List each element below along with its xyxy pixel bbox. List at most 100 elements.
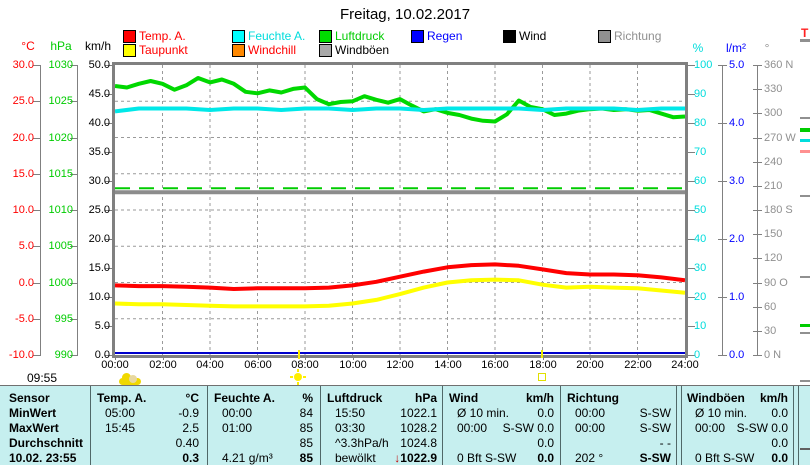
- axis-label-: 90: [694, 88, 707, 100]
- legend-swatch-temp-a: [123, 30, 136, 43]
- axis-tick: [688, 355, 695, 356]
- axis-tick: [688, 268, 695, 269]
- axis-tick: [753, 307, 762, 308]
- cell-value: 0.0: [537, 406, 554, 420]
- table-cell: 0.0: [449, 437, 554, 450]
- axis-tick: [105, 152, 112, 153]
- table-cell: 0.40: [97, 437, 199, 450]
- axis-label-: 30: [764, 325, 777, 337]
- legend-item-regen: Regen: [411, 30, 531, 43]
- sun-ray: [303, 376, 306, 378]
- axis-tick: [105, 65, 112, 66]
- axis-label-c: -10.0: [8, 349, 34, 361]
- table-background: [0, 385, 810, 465]
- axis-label-: 20: [694, 291, 707, 303]
- legend-swatch-feuchte-a: [232, 30, 245, 43]
- axis-label-: 30: [694, 262, 707, 274]
- x-axis-tick: [590, 355, 591, 360]
- cell-value: 0.0: [537, 436, 554, 450]
- axis-tick: [105, 239, 112, 240]
- axis-tick: [753, 186, 762, 187]
- legend-item-temp-a: Temp. A.: [123, 30, 243, 43]
- axis-tick: [33, 174, 41, 175]
- legend-swatch-luftdruck: [319, 30, 332, 43]
- axis-tick: [753, 162, 762, 163]
- legend-label: Windböen: [335, 43, 390, 57]
- axis-tick: [70, 355, 78, 356]
- axis-tick: [718, 65, 727, 66]
- table-column-header-richtung: Richtung: [567, 392, 671, 405]
- cell-text: 15:50: [335, 406, 366, 420]
- axis-label-: 240: [764, 156, 783, 168]
- series-feuchte-a: [114, 106, 685, 114]
- legend-swatch-regen: [411, 30, 424, 43]
- x-axis-label: 24:00: [671, 359, 699, 371]
- axis-label-km-h: 40.0: [88, 117, 110, 129]
- cell-value: 0.0: [537, 451, 554, 465]
- legend-swatch-wind: [503, 30, 516, 43]
- edge-fragment-dash: [800, 448, 810, 450]
- axis-label-: 50: [694, 204, 707, 216]
- axis-label-: 300: [764, 107, 783, 119]
- legend-item-luftdruck: Luftdruck: [319, 30, 439, 43]
- cell-text: 00:00: [575, 406, 606, 420]
- axis-tick: [70, 246, 78, 247]
- table-cell: 00:00 84: [214, 407, 313, 420]
- table-cell: Ø 10 min. 0.0: [449, 407, 554, 420]
- axis-label-l-m: 2.0: [729, 233, 745, 245]
- x-axis-tick: [495, 355, 496, 360]
- table-cell: Ø 10 min. 0.0: [687, 407, 788, 420]
- legend-item-windb-en: Windböen: [319, 44, 439, 57]
- table-cell: 05:00 -0.9: [97, 407, 199, 420]
- table-separator: [676, 386, 677, 465]
- axis-label-: 60: [694, 175, 707, 187]
- axis-tick: [753, 283, 762, 284]
- x-axis-tick: [400, 355, 401, 360]
- cell-value: 0.0: [771, 451, 788, 465]
- table-separator: [798, 386, 799, 465]
- axis-label-: 100: [694, 59, 713, 71]
- cell-text: 03:30: [335, 421, 366, 435]
- sunrise-sun-icon: [290, 369, 306, 385]
- x-axis-tick: [353, 355, 354, 360]
- falling-arrow-icon: ↓: [394, 451, 401, 465]
- sunrise-axis-tick: [298, 350, 300, 359]
- legend-swatch-windchill: [232, 44, 245, 57]
- axis-tick: [688, 65, 695, 66]
- axis-tick: [688, 123, 695, 124]
- cell-text: ^3.3hPa/h: [335, 436, 389, 450]
- axis-tick: [753, 258, 762, 259]
- x-axis-tick: [543, 355, 544, 360]
- axis-unit-: °: [764, 41, 770, 55]
- edge-truncated-label: T: [801, 26, 809, 40]
- sun-ray: [297, 369, 299, 372]
- table-cell: 0 Bft S-SW 0.0: [449, 452, 554, 465]
- axis-tick: [718, 123, 727, 124]
- axis-tick: [105, 210, 112, 211]
- legend-label: Richtung: [614, 29, 662, 43]
- axis-label-l-m: 5.0: [729, 59, 745, 71]
- column-header-label: Richtung: [567, 391, 619, 405]
- table-cell: 0 Bft S-SW 0.0: [687, 452, 788, 465]
- x-axis-label: 18:00: [529, 359, 557, 371]
- axis-label-: 270 W: [764, 132, 796, 144]
- x-axis-label: 00:00: [101, 359, 129, 371]
- table-separator: [560, 386, 561, 465]
- axis-tick: [753, 89, 762, 90]
- axis-label-km-h: 0.0: [94, 349, 110, 361]
- axis-label-c: 5.0: [18, 240, 34, 252]
- axis-tick: [688, 239, 695, 240]
- cell-value: -0.9: [178, 406, 199, 420]
- axis-label-: 10: [694, 320, 707, 332]
- axis-label-: 330: [764, 83, 783, 95]
- table-separator: [207, 386, 208, 465]
- axis-tick: [718, 181, 727, 182]
- axis-tick: [105, 268, 112, 269]
- status-time: 09:55: [27, 371, 58, 385]
- axis-label-l-m: 3.0: [729, 175, 745, 187]
- axis-tick: [33, 246, 41, 247]
- cell-text: 05:00: [105, 406, 136, 420]
- cell-text: 00:00: [457, 421, 488, 435]
- x-axis-tick: [448, 355, 449, 360]
- axis-label-km-h: 20.0: [88, 233, 110, 245]
